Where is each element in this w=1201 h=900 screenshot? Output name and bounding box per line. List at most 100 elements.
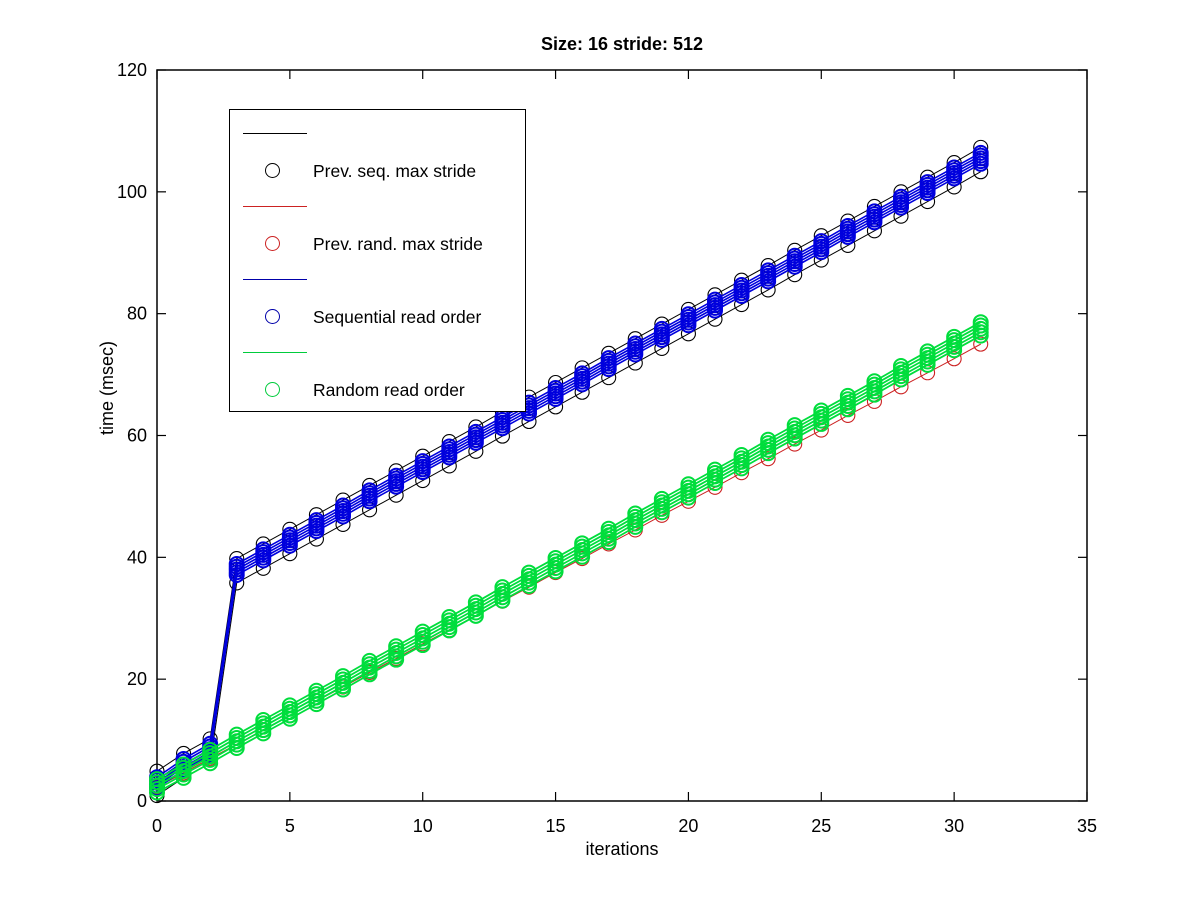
y-tick-label: 100 bbox=[117, 182, 147, 202]
y-tick-label: 0 bbox=[137, 791, 147, 811]
data-point-marker bbox=[335, 497, 351, 514]
data-point-marker bbox=[414, 623, 431, 640]
y-tick-label: 40 bbox=[127, 547, 147, 567]
data-point-marker bbox=[175, 756, 192, 773]
data-point-marker bbox=[839, 217, 856, 234]
data-point-marker bbox=[600, 520, 617, 537]
legend-line-sample bbox=[243, 279, 307, 280]
x-tick-label: 0 bbox=[152, 816, 162, 836]
data-point-marker bbox=[919, 343, 936, 360]
data-point-marker bbox=[467, 594, 484, 611]
data-point-marker bbox=[627, 505, 644, 522]
data-point-marker bbox=[255, 541, 272, 558]
legend-entry: Sequential read order bbox=[230, 256, 525, 329]
data-point-marker bbox=[866, 203, 883, 220]
data-point-marker bbox=[600, 350, 617, 367]
data-point-marker bbox=[228, 726, 245, 743]
legend-entry: Prev. rand. max stride bbox=[230, 183, 525, 256]
x-tick-label: 5 bbox=[285, 816, 295, 836]
data-point-marker bbox=[813, 233, 830, 250]
data-point-marker bbox=[946, 159, 963, 176]
chart-title: Size: 16 stride: 512 bbox=[540, 34, 704, 54]
data-point-marker bbox=[786, 417, 803, 434]
data-point-marker bbox=[972, 144, 989, 161]
data-point-marker bbox=[627, 335, 644, 352]
data-point-marker bbox=[175, 750, 192, 767]
data-point-marker bbox=[228, 556, 245, 573]
x-tick-label: 25 bbox=[811, 816, 831, 836]
data-point-marker bbox=[335, 668, 351, 685]
data-point-marker bbox=[149, 771, 165, 788]
y-tick-label: 20 bbox=[127, 669, 147, 689]
x-tick-label: 30 bbox=[944, 816, 964, 836]
series-sequential-read-order bbox=[149, 144, 989, 797]
data-point-marker bbox=[255, 711, 272, 728]
data-point-marker bbox=[973, 336, 989, 352]
y-tick-label: 80 bbox=[127, 304, 147, 324]
legend-entry: Random read order bbox=[230, 329, 525, 402]
legend-marker-circle bbox=[265, 236, 280, 251]
legend-label: Sequential read order bbox=[313, 307, 482, 327]
data-point-marker bbox=[547, 379, 564, 396]
data-point-marker bbox=[388, 638, 405, 655]
data-point-marker bbox=[441, 609, 458, 626]
data-point-marker bbox=[680, 306, 697, 323]
data-point-marker bbox=[893, 188, 909, 205]
data-point-marker bbox=[414, 453, 431, 470]
x-axis-label: iterations bbox=[585, 839, 659, 859]
data-point-marker bbox=[707, 461, 723, 478]
data-point-marker bbox=[547, 549, 564, 566]
data-point-marker bbox=[919, 174, 936, 191]
y-tick-label: 60 bbox=[127, 426, 147, 446]
data-point-marker bbox=[494, 579, 511, 596]
data-point-marker bbox=[707, 291, 723, 308]
legend-label: Random read order bbox=[313, 380, 465, 400]
data-point-marker bbox=[361, 482, 378, 499]
legend-marker-circle bbox=[265, 309, 280, 324]
data-point-marker bbox=[787, 436, 803, 452]
data-point-marker bbox=[653, 320, 670, 337]
data-point-marker bbox=[813, 402, 830, 419]
legend-marker-circle bbox=[265, 382, 280, 397]
data-point-marker bbox=[202, 741, 219, 758]
legend-line-sample bbox=[243, 352, 307, 353]
legend: Prev. seq. max stride Prev. rand. max str… bbox=[229, 109, 526, 412]
x-tick-label: 20 bbox=[678, 816, 698, 836]
data-point-marker bbox=[281, 526, 298, 543]
data-point-marker bbox=[680, 476, 697, 493]
x-tick-label: 15 bbox=[546, 816, 566, 836]
x-tick-label: 35 bbox=[1077, 816, 1097, 836]
data-point-marker bbox=[972, 314, 989, 331]
data-point-marker bbox=[786, 247, 803, 264]
data-point-marker bbox=[866, 373, 883, 390]
y-axis-ticks: 0 20 40 60 80 100 120 bbox=[117, 60, 1087, 811]
data-point-marker bbox=[308, 512, 325, 529]
y-tick-label: 120 bbox=[117, 60, 147, 80]
legend-label: Prev. rand. max stride bbox=[313, 234, 483, 254]
data-point-marker bbox=[653, 490, 670, 507]
legend-entry: Prev. seq. max stride bbox=[230, 110, 525, 183]
legend-marker-circle bbox=[265, 163, 280, 178]
data-point-marker bbox=[574, 365, 591, 382]
series-line bbox=[156, 321, 982, 780]
data-point-marker bbox=[839, 387, 856, 404]
data-point-marker bbox=[760, 451, 776, 467]
data-point-marker bbox=[733, 277, 750, 294]
data-point-marker bbox=[946, 351, 962, 367]
data-point-marker bbox=[893, 358, 909, 375]
data-point-marker bbox=[467, 423, 484, 440]
data-point-marker bbox=[361, 652, 378, 669]
data-point-marker bbox=[441, 438, 458, 455]
data-point-marker bbox=[760, 262, 777, 279]
data-point-marker bbox=[574, 535, 591, 552]
data-point-marker bbox=[946, 328, 963, 345]
data-point-marker bbox=[388, 467, 405, 484]
data-point-marker bbox=[308, 682, 325, 699]
data-point-marker bbox=[760, 431, 777, 448]
series-line bbox=[156, 152, 982, 778]
x-tick-label: 10 bbox=[413, 816, 433, 836]
legend-label: Prev. seq. max stride bbox=[313, 161, 477, 181]
legend-line-sample bbox=[243, 206, 307, 207]
